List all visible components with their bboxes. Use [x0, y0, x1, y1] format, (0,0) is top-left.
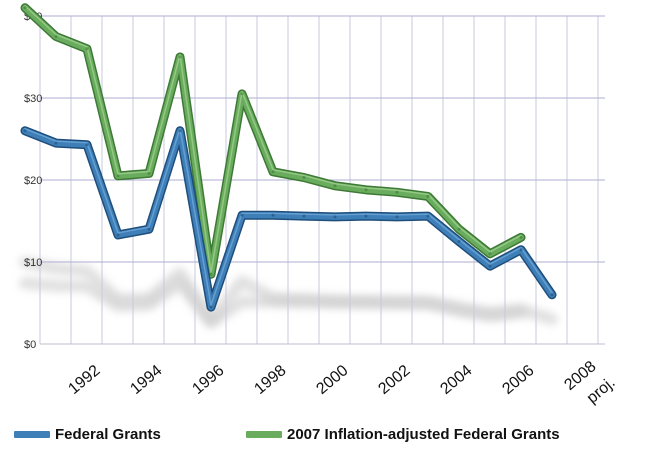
data-point	[23, 6, 27, 10]
data-point	[364, 188, 368, 192]
data-point	[333, 184, 337, 188]
data-point	[395, 215, 399, 219]
x-axis-ticks: 1992 1994 1996 1998 2000 2002 2004 2006 …	[65, 358, 618, 407]
series-lines	[20, 3, 557, 312]
data-point	[550, 293, 554, 297]
data-point	[488, 252, 492, 256]
data-point	[54, 35, 58, 38]
data-point	[395, 190, 399, 194]
data-point	[426, 194, 430, 198]
x-tick-label: 2000	[313, 362, 351, 398]
series-line-highlight	[24, 128, 553, 306]
legend-swatch-federal	[14, 431, 50, 438]
series-shadow	[19, 256, 527, 327]
legend-label-federal: Federal Grants	[55, 426, 161, 443]
x-tick-label: 1996	[189, 362, 227, 398]
legend-label-inflation: 2007 Inflation-adjusted Federal Grants	[287, 426, 560, 443]
data-point	[178, 129, 182, 133]
y-tick-label: $0	[24, 339, 36, 351]
y-tick-label: $30	[24, 93, 42, 105]
data-point	[147, 171, 151, 175]
x-tick-label: 2002	[375, 362, 413, 398]
data-point	[426, 214, 430, 218]
data-point	[209, 305, 213, 309]
chart-legend: Federal Grants 2007 Inflation-adjusted F…	[14, 426, 650, 444]
legend-item-inflation-adjusted: 2007 Inflation-adjusted Federal Grants	[246, 426, 560, 443]
data-point	[85, 47, 89, 51]
x-tick-label: 1998	[251, 362, 289, 398]
data-point	[54, 141, 58, 145]
data-point	[147, 227, 151, 231]
legend-item-federal-grants: Federal Grants	[14, 426, 161, 443]
data-point	[116, 233, 120, 237]
data-point	[209, 272, 213, 276]
data-point	[519, 248, 523, 252]
series-line-highlight	[24, 5, 522, 274]
y-tick-label: $20	[24, 175, 42, 187]
data-point	[116, 174, 120, 178]
y-tick-label: $10	[24, 257, 42, 269]
x-tick-label: 2006	[499, 362, 537, 398]
x-tick-label: 2004	[437, 362, 475, 398]
data-point	[519, 235, 523, 239]
data-point	[271, 170, 275, 174]
data-point	[364, 214, 368, 218]
line-chart: $0 $10 $20 $30 $40 1992 1994 1996 1998 2…	[19, 3, 619, 407]
x-tick-label: 1992	[65, 362, 103, 398]
legend-swatch-inflation	[246, 431, 282, 438]
data-point	[457, 227, 461, 231]
data-point	[178, 55, 182, 59]
data-point	[302, 214, 306, 218]
chart-grid	[39, 15, 605, 345]
data-point	[333, 215, 337, 219]
data-point	[302, 176, 306, 180]
data-point	[240, 92, 244, 96]
data-point	[488, 264, 492, 268]
data-point	[271, 213, 275, 217]
data-point	[457, 240, 461, 243]
data-point	[23, 129, 27, 133]
data-point	[85, 143, 89, 147]
x-tick-label: 1994	[127, 362, 165, 398]
data-point	[240, 213, 244, 217]
